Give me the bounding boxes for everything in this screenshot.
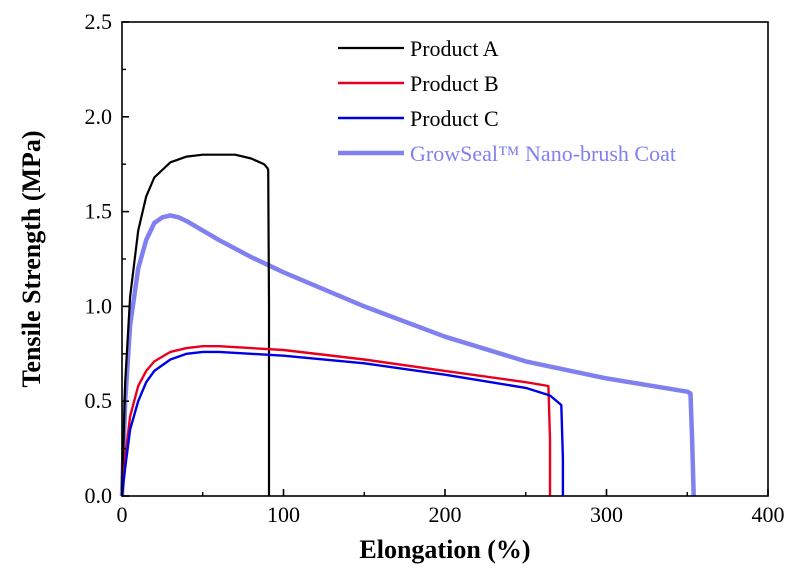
series-line-3	[120, 350, 565, 497]
y-tick-label: 2.5	[85, 9, 113, 34]
axes-layer: 0 100 200 300 400 0.0 0.5 1.0 1.5 2.0 2.5	[85, 9, 785, 527]
x-tick-label: 300	[590, 502, 623, 527]
x-axis-title: Elongation (%)	[359, 535, 530, 564]
y-tick-label: 1.5	[85, 199, 113, 224]
x-tick-label: 100	[267, 502, 300, 527]
x-tick-label: 400	[752, 502, 785, 527]
y-tick-label: 0.0	[85, 483, 113, 508]
x-tick-label: 200	[429, 502, 462, 527]
legend-label: Product B	[410, 71, 499, 96]
series-line-4	[119, 213, 696, 497]
series-line-1	[120, 153, 271, 497]
series-line-2	[120, 345, 552, 497]
y-axis-title: Tensile Strength (MPa)	[17, 130, 46, 387]
legend: Product A Product B Product C GrowSeal™ Nan…	[338, 36, 676, 166]
y-tick-label: 1.0	[85, 293, 113, 318]
y-tick-label: 2.0	[85, 104, 113, 129]
series-layer	[119, 153, 696, 497]
legend-label: GrowSeal™ Nano-brush Coat	[410, 141, 676, 166]
y-tick-label: 0.5	[85, 388, 113, 413]
x-tick-label: 0	[117, 502, 128, 527]
legend-label: Product A	[410, 36, 499, 61]
legend-label: Product C	[410, 106, 499, 131]
